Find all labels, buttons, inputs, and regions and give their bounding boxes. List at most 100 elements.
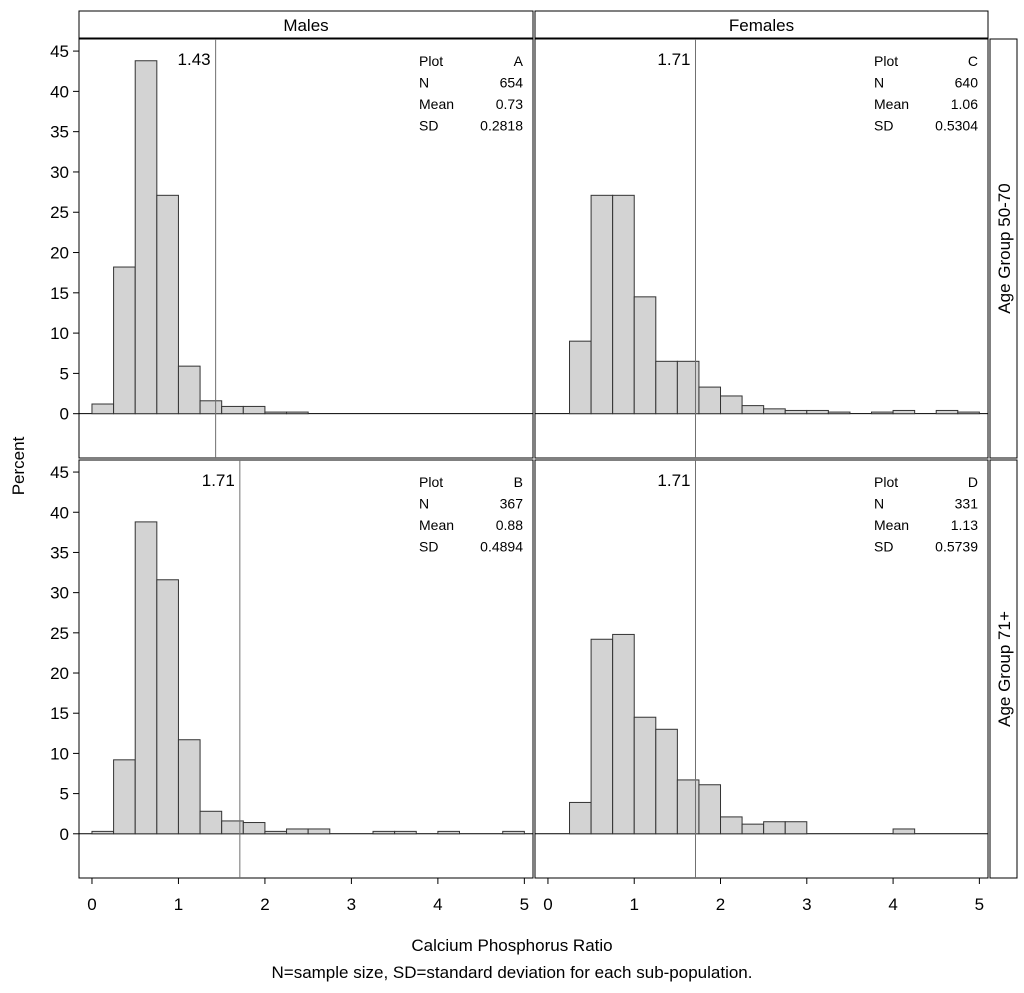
panel-frame [78, 459, 534, 879]
histogram-panel: 1.71 Plot B N 367 Mean 0.88 SD 0.4894 [79, 460, 533, 878]
histogram-bar [242, 405, 266, 415]
x-tick-label: 3 [802, 895, 811, 914]
stat-value: 0.2818 [480, 118, 523, 134]
histogram-bar [113, 266, 136, 415]
x-tick-label: 4 [888, 895, 897, 914]
y-tick-label: 20 [50, 244, 69, 263]
histogram-bar [91, 403, 115, 415]
stat-value: 367 [500, 496, 524, 512]
stat-value: C [968, 53, 978, 69]
stat-value: 0.5739 [935, 539, 978, 555]
footnote: N=sample size, SD=standard deviation for… [271, 963, 752, 982]
y-tick-label: 10 [50, 324, 69, 343]
x-tick-label: 5 [975, 895, 984, 914]
reference-line-label: 1.71 [657, 50, 690, 69]
stat-value: 1.06 [951, 96, 978, 112]
stat-label: Plot [419, 53, 443, 69]
histogram-bar [569, 340, 592, 415]
histogram-bar [698, 386, 722, 415]
y-tick-label: 25 [50, 624, 69, 643]
histogram-bar [221, 405, 244, 415]
stat-label: Mean [874, 517, 909, 533]
y-tick-label: 15 [50, 704, 69, 723]
histogram-bar [569, 801, 592, 835]
y-tick-label: 30 [50, 584, 69, 603]
x-tick-label: 2 [260, 895, 269, 914]
histogram-bar [612, 194, 635, 415]
histogram-bar [264, 830, 288, 835]
stat-value: 1.13 [951, 517, 978, 533]
row-strip-box [989, 459, 1018, 879]
histogram-bar [286, 828, 309, 835]
x-tick-label: 5 [520, 895, 529, 914]
y-tick-label: 5 [60, 364, 69, 383]
facet-strips: Males Females Age Group 50-70 Age Group 71+ [78, 10, 1018, 879]
y-tick-label: 35 [50, 123, 69, 142]
histogram-bar [871, 411, 894, 415]
stat-label: Mean [419, 96, 454, 112]
y-tick-label: 45 [50, 463, 69, 482]
stat-label: N [419, 496, 429, 512]
histogram-bar [741, 405, 765, 415]
y-axis-label: Percent [9, 436, 28, 495]
stat-value: 0.88 [496, 517, 523, 533]
x-tick-label: 1 [174, 895, 183, 914]
histogram-bar [763, 821, 786, 835]
histogram-bar [134, 60, 158, 415]
histogram-bar [720, 816, 743, 835]
stat-value: 0.73 [496, 96, 523, 112]
stat-value: D [968, 474, 978, 490]
histogram-panels: 1.43 Plot A N 654 Mean 0.73 SD 0.2818 1.71 Plot C N 6… [79, 39, 988, 878]
histogram-bar [633, 296, 657, 415]
x-tick-label: 2 [716, 895, 725, 914]
histogram-bar [892, 828, 916, 835]
reference-line-label: 1.43 [178, 50, 211, 69]
histogram-bar [763, 408, 786, 415]
row-strip-label: Age Group 50-70 [995, 183, 1014, 313]
y-tick-label: 35 [50, 543, 69, 562]
stat-label: SD [419, 539, 438, 555]
stat-value: 0.5304 [935, 118, 978, 134]
histogram-bar [698, 784, 722, 835]
histogram-bar [113, 759, 136, 835]
reference-line-label: 1.71 [657, 471, 690, 490]
y-tick-label: 30 [50, 163, 69, 182]
stat-label: N [874, 75, 884, 91]
histogram-panel: 1.43 Plot A N 654 Mean 0.73 SD 0.2818 [79, 39, 533, 458]
panel-frame [78, 38, 534, 459]
histogram-bar [394, 830, 417, 835]
histogram-bar [502, 830, 525, 835]
row-strip-box [989, 38, 1018, 459]
stat-label: SD [874, 539, 893, 555]
reference-line-label: 1.71 [202, 471, 235, 490]
y-tick-label: 40 [50, 503, 69, 522]
y-tick-label: 0 [60, 405, 69, 424]
x-axis-label: Calcium Phosphorus Ratio [411, 936, 612, 955]
stat-label: Plot [419, 474, 443, 490]
stat-value: 640 [955, 75, 979, 91]
row-strip-label: Age Group 71+ [995, 611, 1014, 727]
column-strip-box [78, 10, 534, 39]
x-tick-label: 4 [433, 895, 442, 914]
histogram-bar [134, 521, 158, 835]
histogram-bar [784, 821, 808, 835]
column-strip-box [534, 10, 989, 39]
stat-value: 331 [955, 496, 979, 512]
panel-frame [534, 459, 989, 879]
y-tick-label: 40 [50, 82, 69, 101]
histogram-bar [655, 728, 678, 835]
histogram-bar [827, 411, 851, 415]
histogram-panel: 1.71 Plot C N 640 Mean 1.06 SD 0.5304 [535, 39, 988, 458]
y-tick-label: 45 [50, 42, 69, 61]
stat-label: Plot [874, 474, 898, 490]
histogram-bar [935, 409, 959, 415]
x-tick-label: 1 [629, 895, 638, 914]
stat-label: Plot [874, 53, 898, 69]
histogram-bar [806, 409, 829, 415]
column-strip-label: Females [729, 16, 794, 35]
histogram-bar [91, 830, 115, 835]
stat-value: B [514, 474, 523, 490]
stat-value: 0.4894 [480, 539, 523, 555]
histogram-bar [784, 409, 808, 415]
